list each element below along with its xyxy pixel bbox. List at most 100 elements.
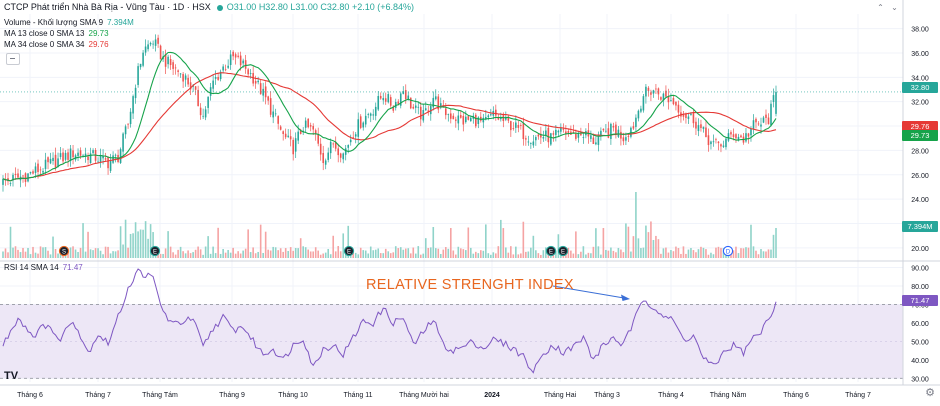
volume-bar xyxy=(267,249,269,258)
candle-body xyxy=(560,128,562,132)
candle-body xyxy=(407,95,410,100)
candle-body xyxy=(705,127,707,138)
volume-bar xyxy=(222,248,224,258)
volume-bar xyxy=(414,253,417,258)
time-axis-label: 2024 xyxy=(484,392,500,399)
candle-body xyxy=(525,138,527,140)
candle-body xyxy=(487,115,490,118)
volume-bar xyxy=(605,249,607,258)
time-axis-label: Tháng 6 xyxy=(783,392,809,399)
ma13-legend[interactable]: MA 13 close 0 SMA 13 29.73 xyxy=(4,28,109,39)
volume-bar xyxy=(187,250,189,258)
candle-body xyxy=(199,107,202,116)
volume-bar xyxy=(434,248,437,258)
volume-bar xyxy=(575,231,577,258)
ma34-value: 29.76 xyxy=(88,40,109,49)
volume-bar xyxy=(480,250,482,258)
volume-bar xyxy=(437,248,440,258)
time-axis-label: Tháng Tám xyxy=(142,392,178,399)
candle-body xyxy=(597,137,600,145)
rsi-axis-label: 80.00 xyxy=(911,284,929,291)
pane-down-icon[interactable]: ⌄ xyxy=(891,3,898,12)
candle-body xyxy=(572,131,575,133)
volume-bar xyxy=(537,253,540,258)
volume-bar xyxy=(374,249,377,258)
ma13-value: 29.73 xyxy=(88,29,109,38)
candle-body xyxy=(482,117,485,123)
collapse-legend-button[interactable] xyxy=(6,53,20,65)
candle-body xyxy=(167,56,169,65)
volume-bar xyxy=(157,253,159,258)
candle-body xyxy=(757,123,760,125)
pane-up-icon[interactable]: ⌃ xyxy=(877,3,884,12)
symbol-legend[interactable]: CTCP Phát triển Nhà Bà Rịa - Vũng Tàu · … xyxy=(4,2,414,13)
candle-body xyxy=(635,117,637,127)
event-marker: D xyxy=(722,245,734,257)
candle-body xyxy=(107,156,109,169)
candle-body xyxy=(675,101,677,106)
volume-bar xyxy=(122,244,124,258)
tradingview-logo[interactable]: TV xyxy=(4,370,19,382)
candle-body xyxy=(67,152,69,160)
ma34-legend[interactable]: MA 34 close 0 SMA 34 29.76 xyxy=(4,39,109,50)
volume-bar xyxy=(670,250,672,258)
candle-body xyxy=(92,150,94,154)
volume-bar xyxy=(147,238,149,258)
candle-body xyxy=(652,90,655,94)
candle-body xyxy=(510,121,512,131)
volume-bar xyxy=(152,232,154,258)
event-marker: E xyxy=(545,245,557,257)
candle-body xyxy=(57,158,59,167)
volume-bar xyxy=(429,247,432,258)
rsi-legend[interactable]: RSI 14 SMA 14 71.47 xyxy=(4,262,83,273)
volume-bar xyxy=(189,253,192,258)
candle-body xyxy=(177,70,179,72)
volume-bar xyxy=(302,246,304,258)
volume-bar xyxy=(164,248,167,258)
last-price-tag: 32.80 xyxy=(902,82,938,93)
candle-body xyxy=(615,124,617,135)
candle-body xyxy=(214,77,217,79)
volume-bar xyxy=(132,233,134,258)
candle-body xyxy=(667,96,670,103)
volume-bar xyxy=(194,249,197,258)
volume-bar xyxy=(512,254,515,258)
volume-bar xyxy=(607,250,610,258)
candle-body xyxy=(262,88,264,96)
candle-body xyxy=(12,174,14,181)
event-marker: S xyxy=(58,245,70,257)
candle-body xyxy=(640,108,642,112)
annotation-arrow-line xyxy=(552,285,625,299)
volume-bar xyxy=(760,249,762,258)
candle-body xyxy=(109,161,112,171)
volume-bar xyxy=(459,248,462,258)
volume-bar xyxy=(327,248,330,258)
candle-body xyxy=(662,93,665,101)
candle-body xyxy=(142,52,144,66)
volume-bar xyxy=(67,251,69,258)
candle-body xyxy=(722,145,725,147)
volume-legend[interactable]: Volume - Khối lượng SMA 9 7.394M xyxy=(4,17,134,28)
candle-body xyxy=(229,54,232,65)
volume-bar xyxy=(277,250,279,258)
volume-bar xyxy=(179,246,182,258)
time-axis-label: Tháng 10 xyxy=(278,392,308,399)
volume-bar xyxy=(647,232,650,258)
volume-bar xyxy=(492,252,495,258)
event-marker-label: S xyxy=(62,250,66,256)
candle-body xyxy=(565,131,567,134)
candle-body xyxy=(690,113,692,115)
volume-bar xyxy=(655,235,657,258)
candle-body xyxy=(332,143,335,145)
candle-body xyxy=(307,118,309,128)
rsi-price-tag: 71.47 xyxy=(902,295,938,306)
event-marker-label: E xyxy=(561,250,565,256)
volume-bar xyxy=(27,247,29,258)
candle-body xyxy=(394,101,397,108)
gear-icon[interactable]: ⚙ xyxy=(925,387,935,399)
time-axis-label: Tháng 6 xyxy=(17,392,43,399)
volume-bar xyxy=(229,252,232,258)
